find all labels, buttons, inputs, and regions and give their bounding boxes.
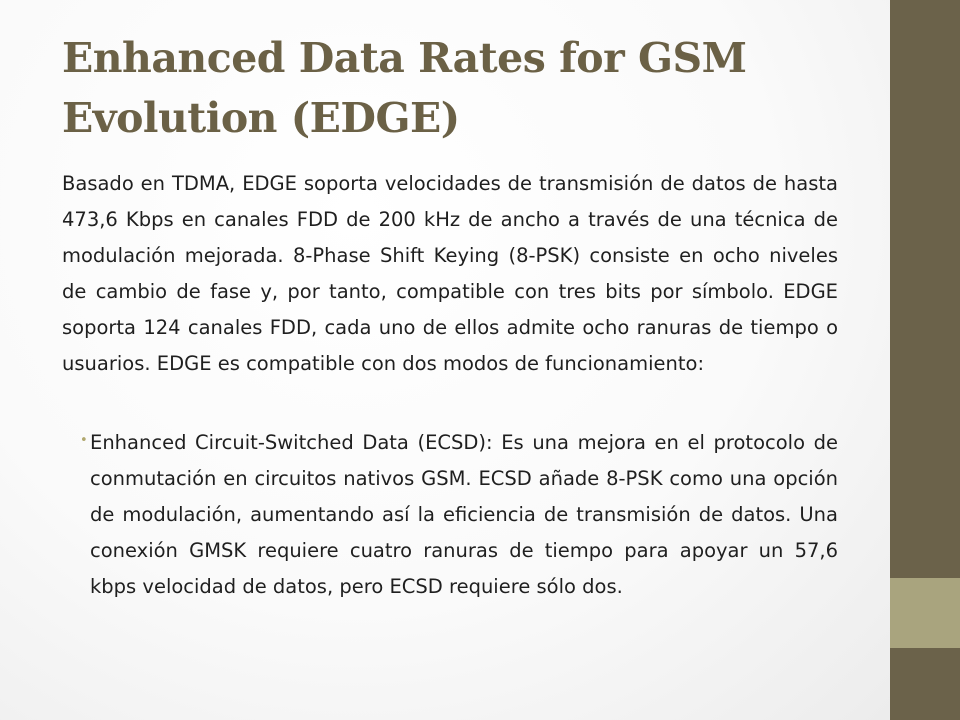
slide-canvas: Enhanced Data Rates for GSM Evolution (E… (0, 0, 890, 720)
bullet-marker-icon: • (80, 433, 88, 448)
bullet-item: • Enhanced Circuit-Switched Data (ECSD):… (80, 425, 838, 605)
bullet-text: Enhanced Circuit-Switched Data (ECSD): E… (90, 431, 838, 598)
side-band-accent (890, 578, 960, 648)
body-paragraph: Basado en TDMA, EDGE soporta velocidades… (62, 172, 838, 375)
side-band-top (890, 0, 960, 578)
slide-title: Enhanced Data Rates for GSM Evolution (E… (62, 34, 747, 142)
side-band-bottom (890, 648, 960, 720)
